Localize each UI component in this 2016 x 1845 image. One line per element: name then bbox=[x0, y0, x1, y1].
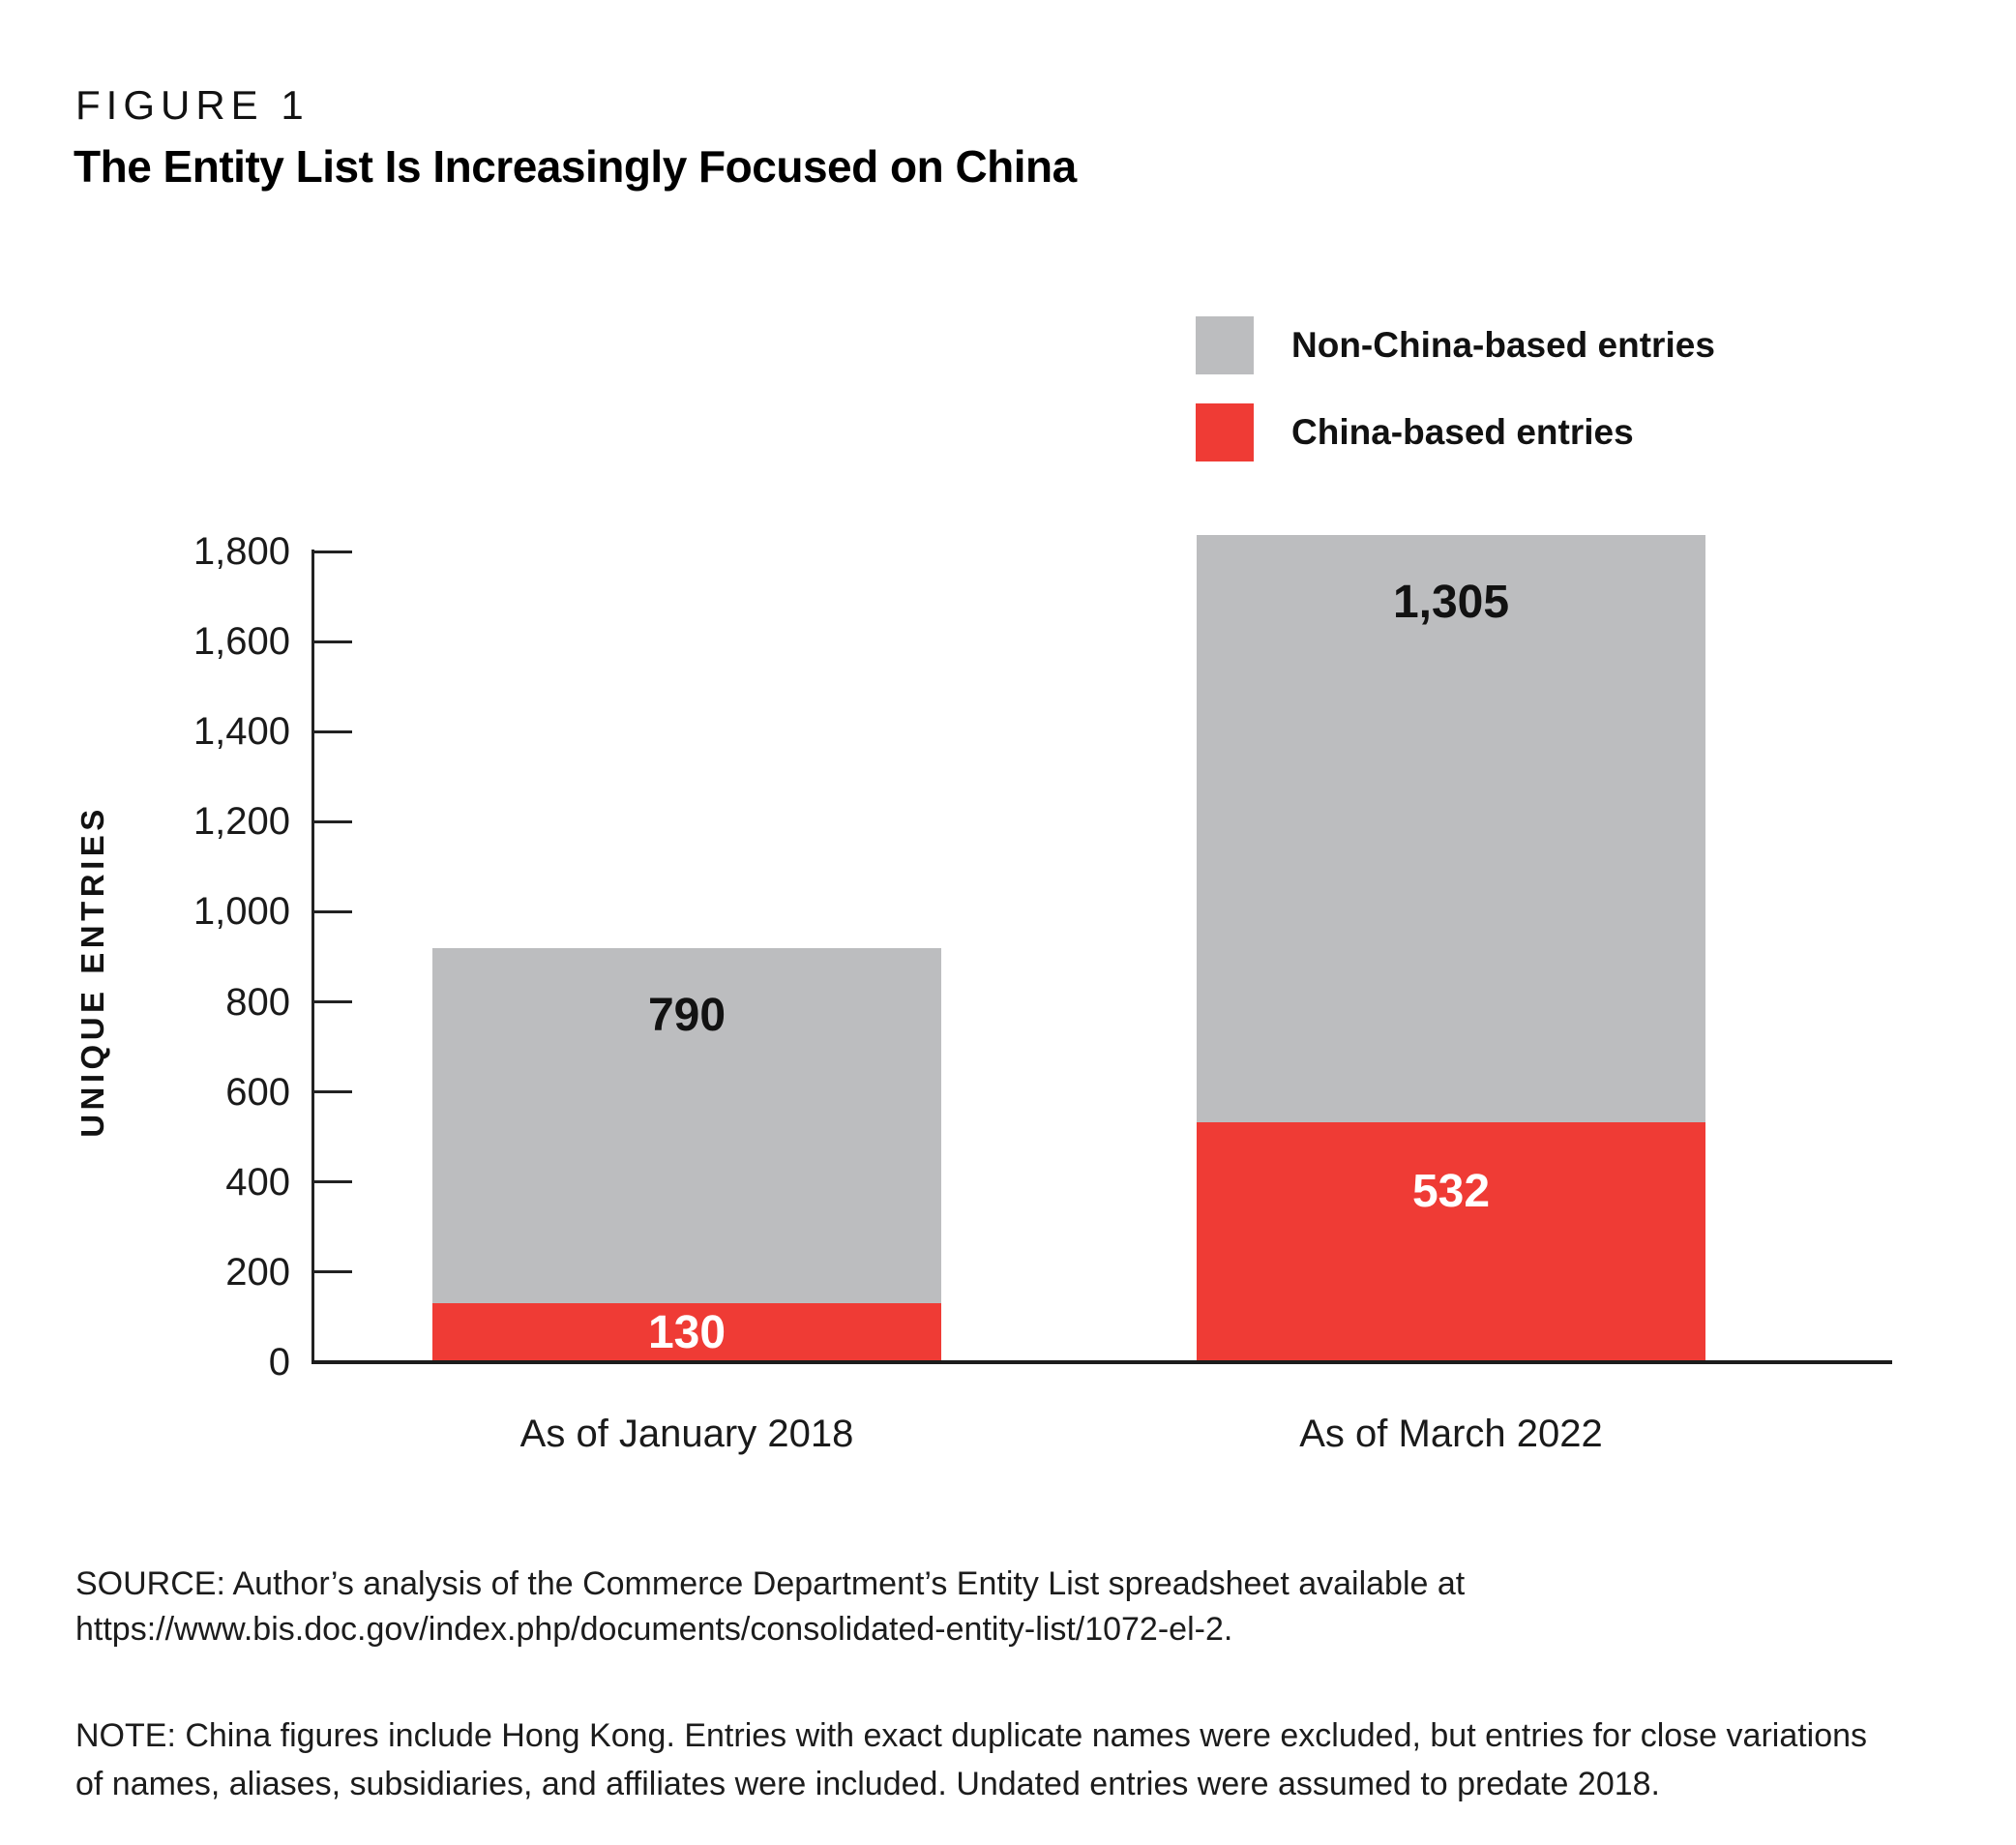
bar-segment-non-china-0 bbox=[432, 947, 941, 1304]
y-tick-label-0: 0 bbox=[268, 1341, 290, 1384]
y-tick-800 bbox=[314, 1000, 352, 1004]
figure-title: The Entity List Is Increasingly Focused … bbox=[74, 141, 1077, 192]
legend-swatch-non-china-icon bbox=[1196, 316, 1254, 374]
legend-swatch-china-icon bbox=[1196, 403, 1254, 461]
y-tick-label-800: 800 bbox=[225, 980, 290, 1024]
note-line-2: of names, aliases, subsidiaries, and aff… bbox=[75, 1766, 1660, 1802]
y-tick-400 bbox=[314, 1180, 352, 1184]
value-label-china-0: 130 bbox=[647, 1306, 726, 1358]
value-label-china-1: 532 bbox=[1411, 1166, 1491, 1218]
legend-label-non-china: Non-China-based entries bbox=[1291, 325, 1715, 365]
y-tick-label-1,600: 1,600 bbox=[193, 620, 290, 664]
y-axis-line bbox=[311, 550, 314, 1363]
y-tick-label-1,400: 1,400 bbox=[193, 710, 290, 754]
y-tick-1,400 bbox=[314, 729, 352, 733]
value-label-non-china-0: 790 bbox=[647, 989, 726, 1041]
y-tick-label-600: 600 bbox=[225, 1070, 290, 1114]
y-tick-label-1,800: 1,800 bbox=[193, 530, 290, 573]
note-line-1: NOTE: China figures include Hong Kong. E… bbox=[75, 1717, 1868, 1754]
bar-segment-china-1 bbox=[1197, 1122, 1705, 1362]
y-tick-1,600 bbox=[314, 640, 352, 643]
chart-legend: Non-China-based entries China-based entr… bbox=[1196, 316, 1715, 491]
legend-item-non-china: Non-China-based entries bbox=[1196, 316, 1715, 374]
y-tick-200 bbox=[314, 1270, 352, 1274]
figure-label: FIGURE 1 bbox=[75, 82, 310, 128]
bar-segment-china-0 bbox=[432, 1303, 941, 1362]
category-label-1: As of March 2022 bbox=[1299, 1413, 1603, 1455]
source-line-1: SOURCE: Author’s analysis of the Commerc… bbox=[75, 1565, 1466, 1602]
source-text: SOURCE: Author’s analysis of the Commerc… bbox=[75, 1562, 1465, 1652]
legend-label-china: China-based entries bbox=[1291, 412, 1634, 452]
bar-segment-non-china-1 bbox=[1197, 534, 1705, 1123]
source-line-2: https://www.bis.doc.gov/index.php/docume… bbox=[75, 1611, 1233, 1648]
y-tick-label-1,200: 1,200 bbox=[193, 800, 290, 844]
y-tick-label-200: 200 bbox=[225, 1250, 290, 1294]
legend-item-china: China-based entries bbox=[1196, 403, 1715, 461]
x-axis-line bbox=[311, 1360, 1892, 1364]
y-tick-1,200 bbox=[314, 819, 352, 823]
y-tick-600 bbox=[314, 1090, 352, 1094]
note-text: NOTE: China figures include Hong Kong. E… bbox=[75, 1711, 1867, 1808]
category-label-0: As of January 2018 bbox=[519, 1413, 854, 1455]
y-tick-label-1,000: 1,000 bbox=[193, 890, 290, 934]
value-label-non-china-1: 1,305 bbox=[1392, 576, 1510, 628]
y-tick-label-400: 400 bbox=[225, 1160, 290, 1204]
y-tick-1,800 bbox=[314, 550, 352, 553]
y-tick-1,000 bbox=[314, 909, 352, 913]
